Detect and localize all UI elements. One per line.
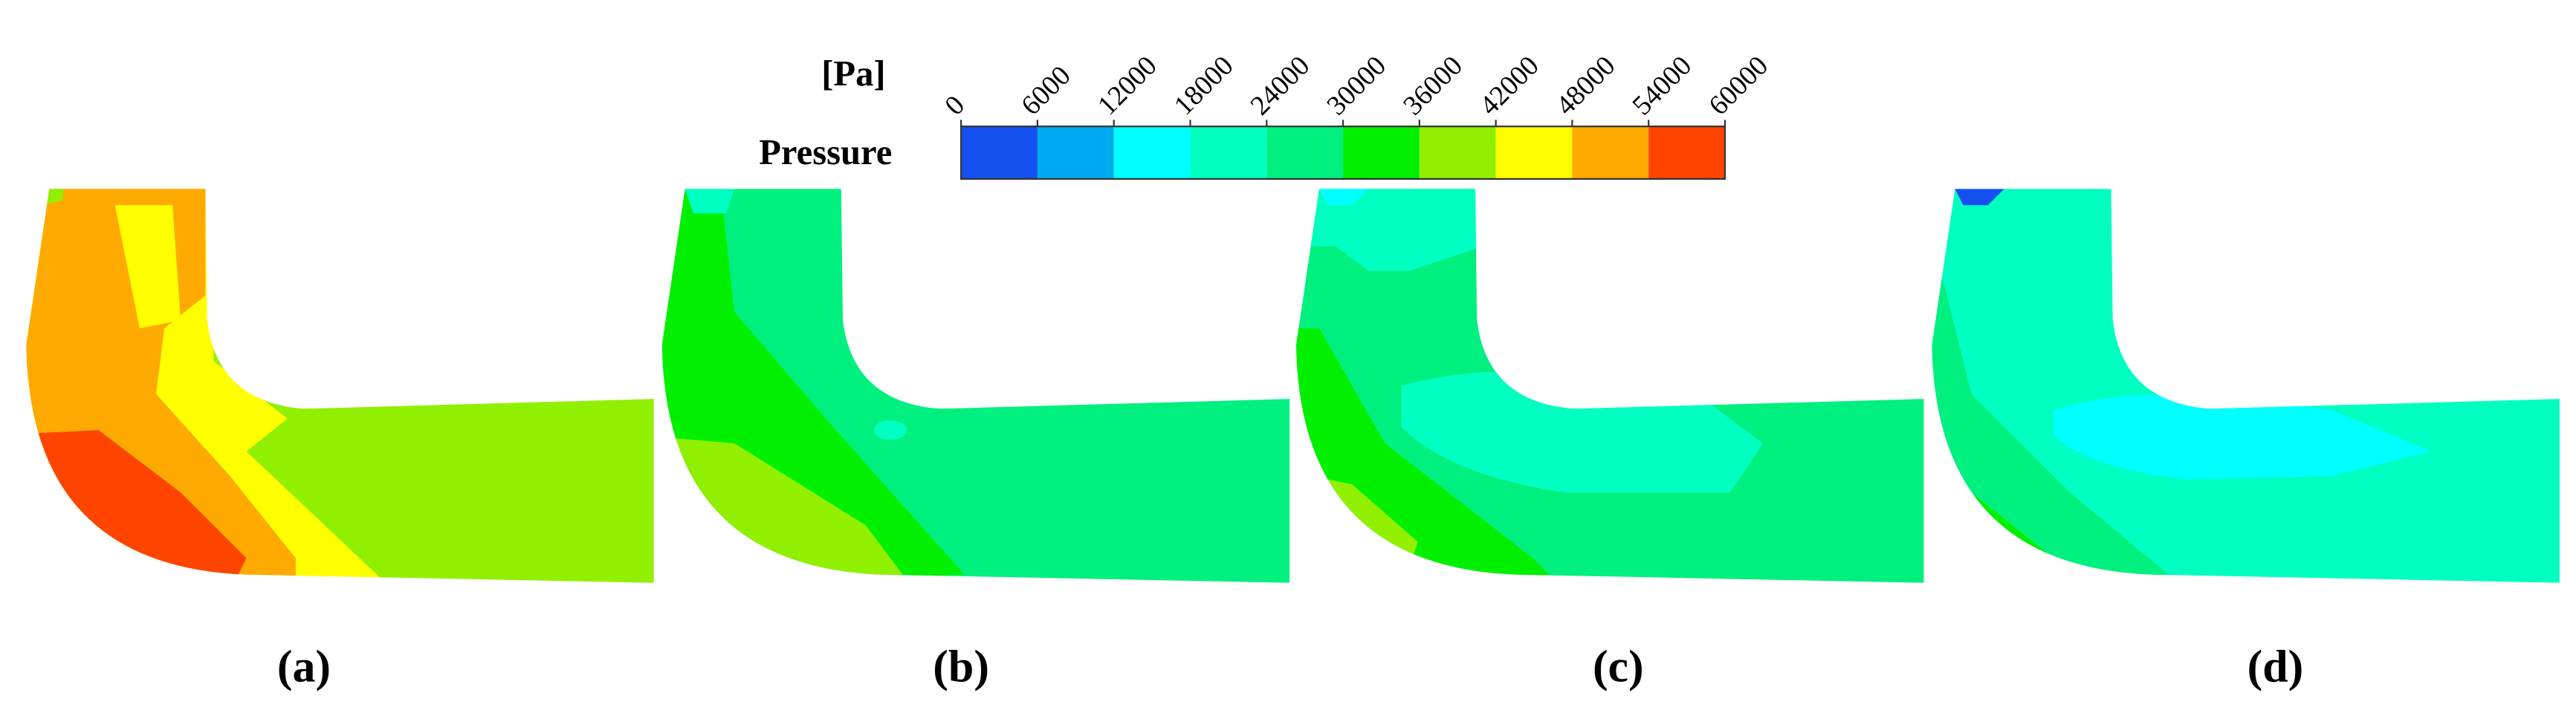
colorbar-bin (1419, 126, 1496, 179)
colorbar-bin (1037, 126, 1114, 179)
colorbar-tick-label: 42000 (1474, 51, 1544, 121)
colorbar-tick-label: 18000 (1168, 51, 1239, 121)
colorbar-title: Pressure (759, 132, 892, 172)
panel-d (1932, 189, 2560, 583)
panel-label: (c) (1593, 641, 1644, 691)
colorbar-tick-label: 24000 (1245, 51, 1315, 121)
colorbar-tick-label: 30000 (1321, 51, 1392, 121)
colorbar-bin (1113, 126, 1191, 179)
colorbar-tick-label: 6000 (1016, 60, 1077, 121)
panel-label: (b) (933, 641, 989, 691)
colorbar-bin (1266, 126, 1344, 179)
colorbar-tick-label: 54000 (1627, 51, 1698, 121)
colorbar-bin (1495, 126, 1573, 179)
panel-b (661, 189, 1290, 583)
colorbar-bin (1190, 126, 1267, 179)
colorbar-tick-label: 36000 (1398, 51, 1469, 121)
panel-a (26, 189, 654, 583)
colorbar-tick-label: 60000 (1703, 51, 1774, 121)
colorbar-bin (961, 126, 1038, 179)
panel-label: (d) (2247, 641, 2304, 691)
panel-c (1296, 189, 1924, 583)
colorbar-unit: [Pa] (821, 53, 885, 94)
colorbar-tick-label: 48000 (1550, 51, 1621, 121)
panel-label: (a) (277, 641, 331, 691)
colorbar-tick-label: 12000 (1092, 51, 1162, 121)
colorbar-bin (1648, 126, 1725, 179)
colorbar-bin (1572, 126, 1649, 179)
colorbar-bin (1343, 126, 1420, 179)
colorbar-tick-label: 0 (939, 90, 971, 121)
